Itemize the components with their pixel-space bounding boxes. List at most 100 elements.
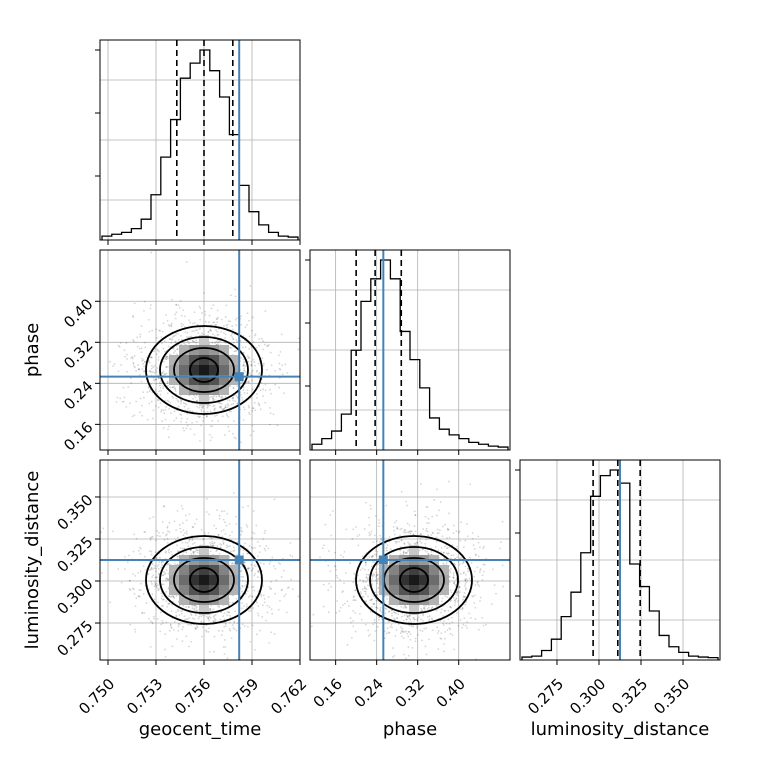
sample-point (280, 589, 283, 592)
sample-point (256, 369, 258, 372)
sample-point (274, 567, 277, 570)
sample-point (101, 572, 104, 575)
sample-point (151, 622, 154, 625)
sample-point (374, 579, 377, 581)
sample-point (267, 596, 270, 598)
sample-point (175, 611, 177, 614)
sample-point (229, 534, 231, 537)
sample-point (369, 633, 372, 636)
sample-point (412, 625, 415, 628)
sample-point (409, 543, 412, 546)
sample-point (209, 410, 212, 413)
sample-point (374, 550, 377, 552)
sample-point (125, 353, 128, 356)
sample-point (138, 546, 141, 549)
sample-point (256, 555, 259, 558)
sample-point (430, 550, 433, 553)
sample-point (251, 388, 254, 391)
density-cell (179, 595, 189, 605)
sample-point (229, 346, 231, 349)
sample-point (167, 587, 170, 590)
sample-point (258, 377, 260, 380)
sample-point (426, 662, 428, 664)
sample-point (360, 618, 363, 621)
sample-point (155, 582, 158, 585)
sample-point (258, 338, 261, 340)
sample-point (435, 540, 438, 543)
sample-point (200, 621, 203, 624)
sample-point (252, 430, 255, 433)
sample-point (386, 546, 388, 549)
sample-point (416, 618, 419, 621)
sample-point (158, 556, 161, 559)
sample-point (415, 627, 418, 629)
sample-point (266, 604, 269, 607)
sample-point (130, 382, 133, 384)
sample-point (242, 358, 245, 361)
sample-point (364, 587, 367, 590)
sample-point (246, 389, 249, 392)
sample-point (447, 618, 450, 621)
sample-point (170, 550, 173, 553)
sample-point (183, 615, 186, 618)
sample-point (431, 606, 433, 609)
sample-point (333, 565, 336, 567)
sample-point (359, 569, 362, 571)
sample-point (212, 608, 215, 611)
sample-point (269, 412, 272, 415)
sample-point (159, 402, 162, 405)
sample-point (326, 640, 328, 642)
sample-point (164, 357, 167, 360)
sample-point (425, 653, 428, 656)
sample-point (280, 575, 283, 578)
sample-point (219, 546, 222, 549)
sample-point (123, 349, 126, 351)
sample-point (205, 415, 208, 418)
sample-point (524, 589, 526, 591)
sample-point (385, 504, 388, 507)
sample-point (147, 319, 150, 321)
sample-point (437, 648, 440, 651)
sample-point (407, 549, 410, 551)
sample-point (157, 377, 160, 380)
sample-point (444, 610, 447, 612)
sample-point (161, 342, 163, 345)
sample-point (471, 595, 473, 597)
sample-point (262, 395, 264, 397)
sample-point (231, 562, 234, 564)
sample-point (177, 610, 180, 613)
sample-point (184, 514, 187, 517)
sample-point (419, 540, 421, 543)
sample-point (143, 396, 145, 399)
sample-point (153, 585, 156, 588)
sample-point (216, 330, 219, 333)
sample-point (262, 538, 264, 540)
sample-point (351, 538, 354, 540)
sample-point (232, 387, 235, 390)
sample-point (149, 537, 152, 540)
sample-point (243, 605, 245, 607)
sample-point (246, 312, 249, 315)
sample-point (405, 630, 407, 633)
sample-point (223, 618, 226, 621)
sample-point (156, 398, 159, 401)
sample-point (171, 554, 173, 556)
sample-point (192, 551, 195, 554)
sample-point (221, 535, 224, 538)
sample-point (141, 357, 143, 360)
sample-point (395, 612, 397, 615)
density-cell (409, 595, 419, 605)
density-cell (199, 395, 209, 405)
sample-point (453, 581, 456, 584)
sample-point (220, 407, 223, 410)
sample-point (133, 533, 136, 536)
sample-point (200, 410, 203, 413)
sample-point (270, 608, 273, 611)
sample-point (364, 561, 367, 564)
sample-point (407, 550, 409, 552)
density-cell (169, 355, 179, 365)
sample-point (413, 542, 416, 545)
sample-point (479, 600, 481, 602)
sample-point (463, 595, 466, 598)
sample-point (248, 413, 251, 416)
